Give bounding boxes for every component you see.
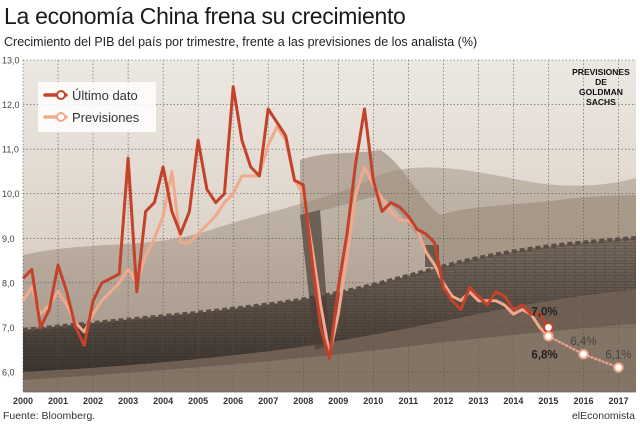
projection-label-line: GOLDMAN: [579, 87, 623, 97]
x-tick-label: 2015: [538, 396, 558, 406]
annotation-label: 7,0%: [531, 306, 557, 318]
source-note: Fuente: Bloomberg.: [3, 410, 96, 422]
y-tick-label: 12,0: [2, 100, 20, 110]
marker-projection-0: [543, 331, 554, 342]
x-tick-label: 2010: [363, 396, 383, 406]
marker-projection-2: [613, 362, 624, 373]
brand-logo: elEconomista: [571, 410, 635, 422]
annotation-label: 6,1%: [605, 350, 631, 362]
x-tick-label: 2003: [118, 396, 138, 406]
marker-projection-1: [578, 348, 589, 360]
x-tick-label: 2004: [153, 396, 173, 406]
legend-label-forecast: Previsiones: [72, 110, 140, 125]
chart-legend: Último dato Previsiones: [38, 82, 156, 132]
x-tick-label: 2017: [608, 396, 628, 406]
x-tick-label: 2006: [223, 396, 243, 406]
x-tick-label: 2016: [573, 396, 593, 406]
y-tick-label: 8,0: [2, 278, 15, 288]
x-tick-label: 2011: [399, 396, 419, 406]
x-tick-label: 2009: [328, 396, 348, 406]
x-tick-label: 2001: [48, 396, 68, 406]
annotation-label: 6,8%: [531, 349, 557, 361]
x-tick-label: 2000: [13, 396, 33, 406]
projection-label-line: DE: [595, 77, 607, 87]
y-tick-label: 6,0: [2, 368, 15, 378]
annotation-label: 6,4%: [570, 336, 596, 348]
x-tick-label: 2012: [433, 396, 453, 406]
legend-item-actual: Último dato: [43, 88, 138, 103]
x-tick-label: 2005: [188, 396, 208, 406]
x-tick-label: 2008: [293, 396, 313, 406]
chart-grid: [22, 59, 636, 393]
y-tick-label: 7,0: [2, 323, 15, 333]
y-tick-label: 11,0: [2, 145, 19, 155]
y-axis: 6,0 7,0 8,0 9,0 10,0 11,0 12,0 13,0: [2, 56, 20, 378]
legend-label-actual: Último dato: [72, 88, 138, 103]
x-axis: 2000 2001 2002 2003 2004 2005 2006 2007 2008 2009…: [13, 396, 629, 406]
projection-label-line: PREVISIONES: [572, 67, 630, 77]
chart-annotations: 7,0% 6,8% 6,4% 6,1%: [531, 306, 631, 361]
projection-label-line: SACHS: [586, 97, 616, 107]
y-tick-label: 10,0: [2, 189, 20, 199]
series-line-actual: [21, 85, 550, 361]
chart-series: [21, 85, 624, 373]
x-tick-label: 2014: [503, 396, 523, 406]
x-tick-label: 2013: [468, 396, 488, 406]
chart-subtitle: Crecimiento del PIB del país por trimest…: [4, 35, 478, 49]
y-tick-label: 9,0: [2, 234, 15, 244]
legend-item-forecast: Previsiones: [43, 110, 140, 125]
y-tick-label: 13,0: [2, 56, 20, 66]
x-tick-label: 2007: [258, 396, 278, 406]
marker-actual-2015: [542, 321, 555, 334]
chart-title: La economía China frena su crecimiento: [4, 3, 406, 29]
x-tick-label: 2002: [83, 396, 103, 406]
